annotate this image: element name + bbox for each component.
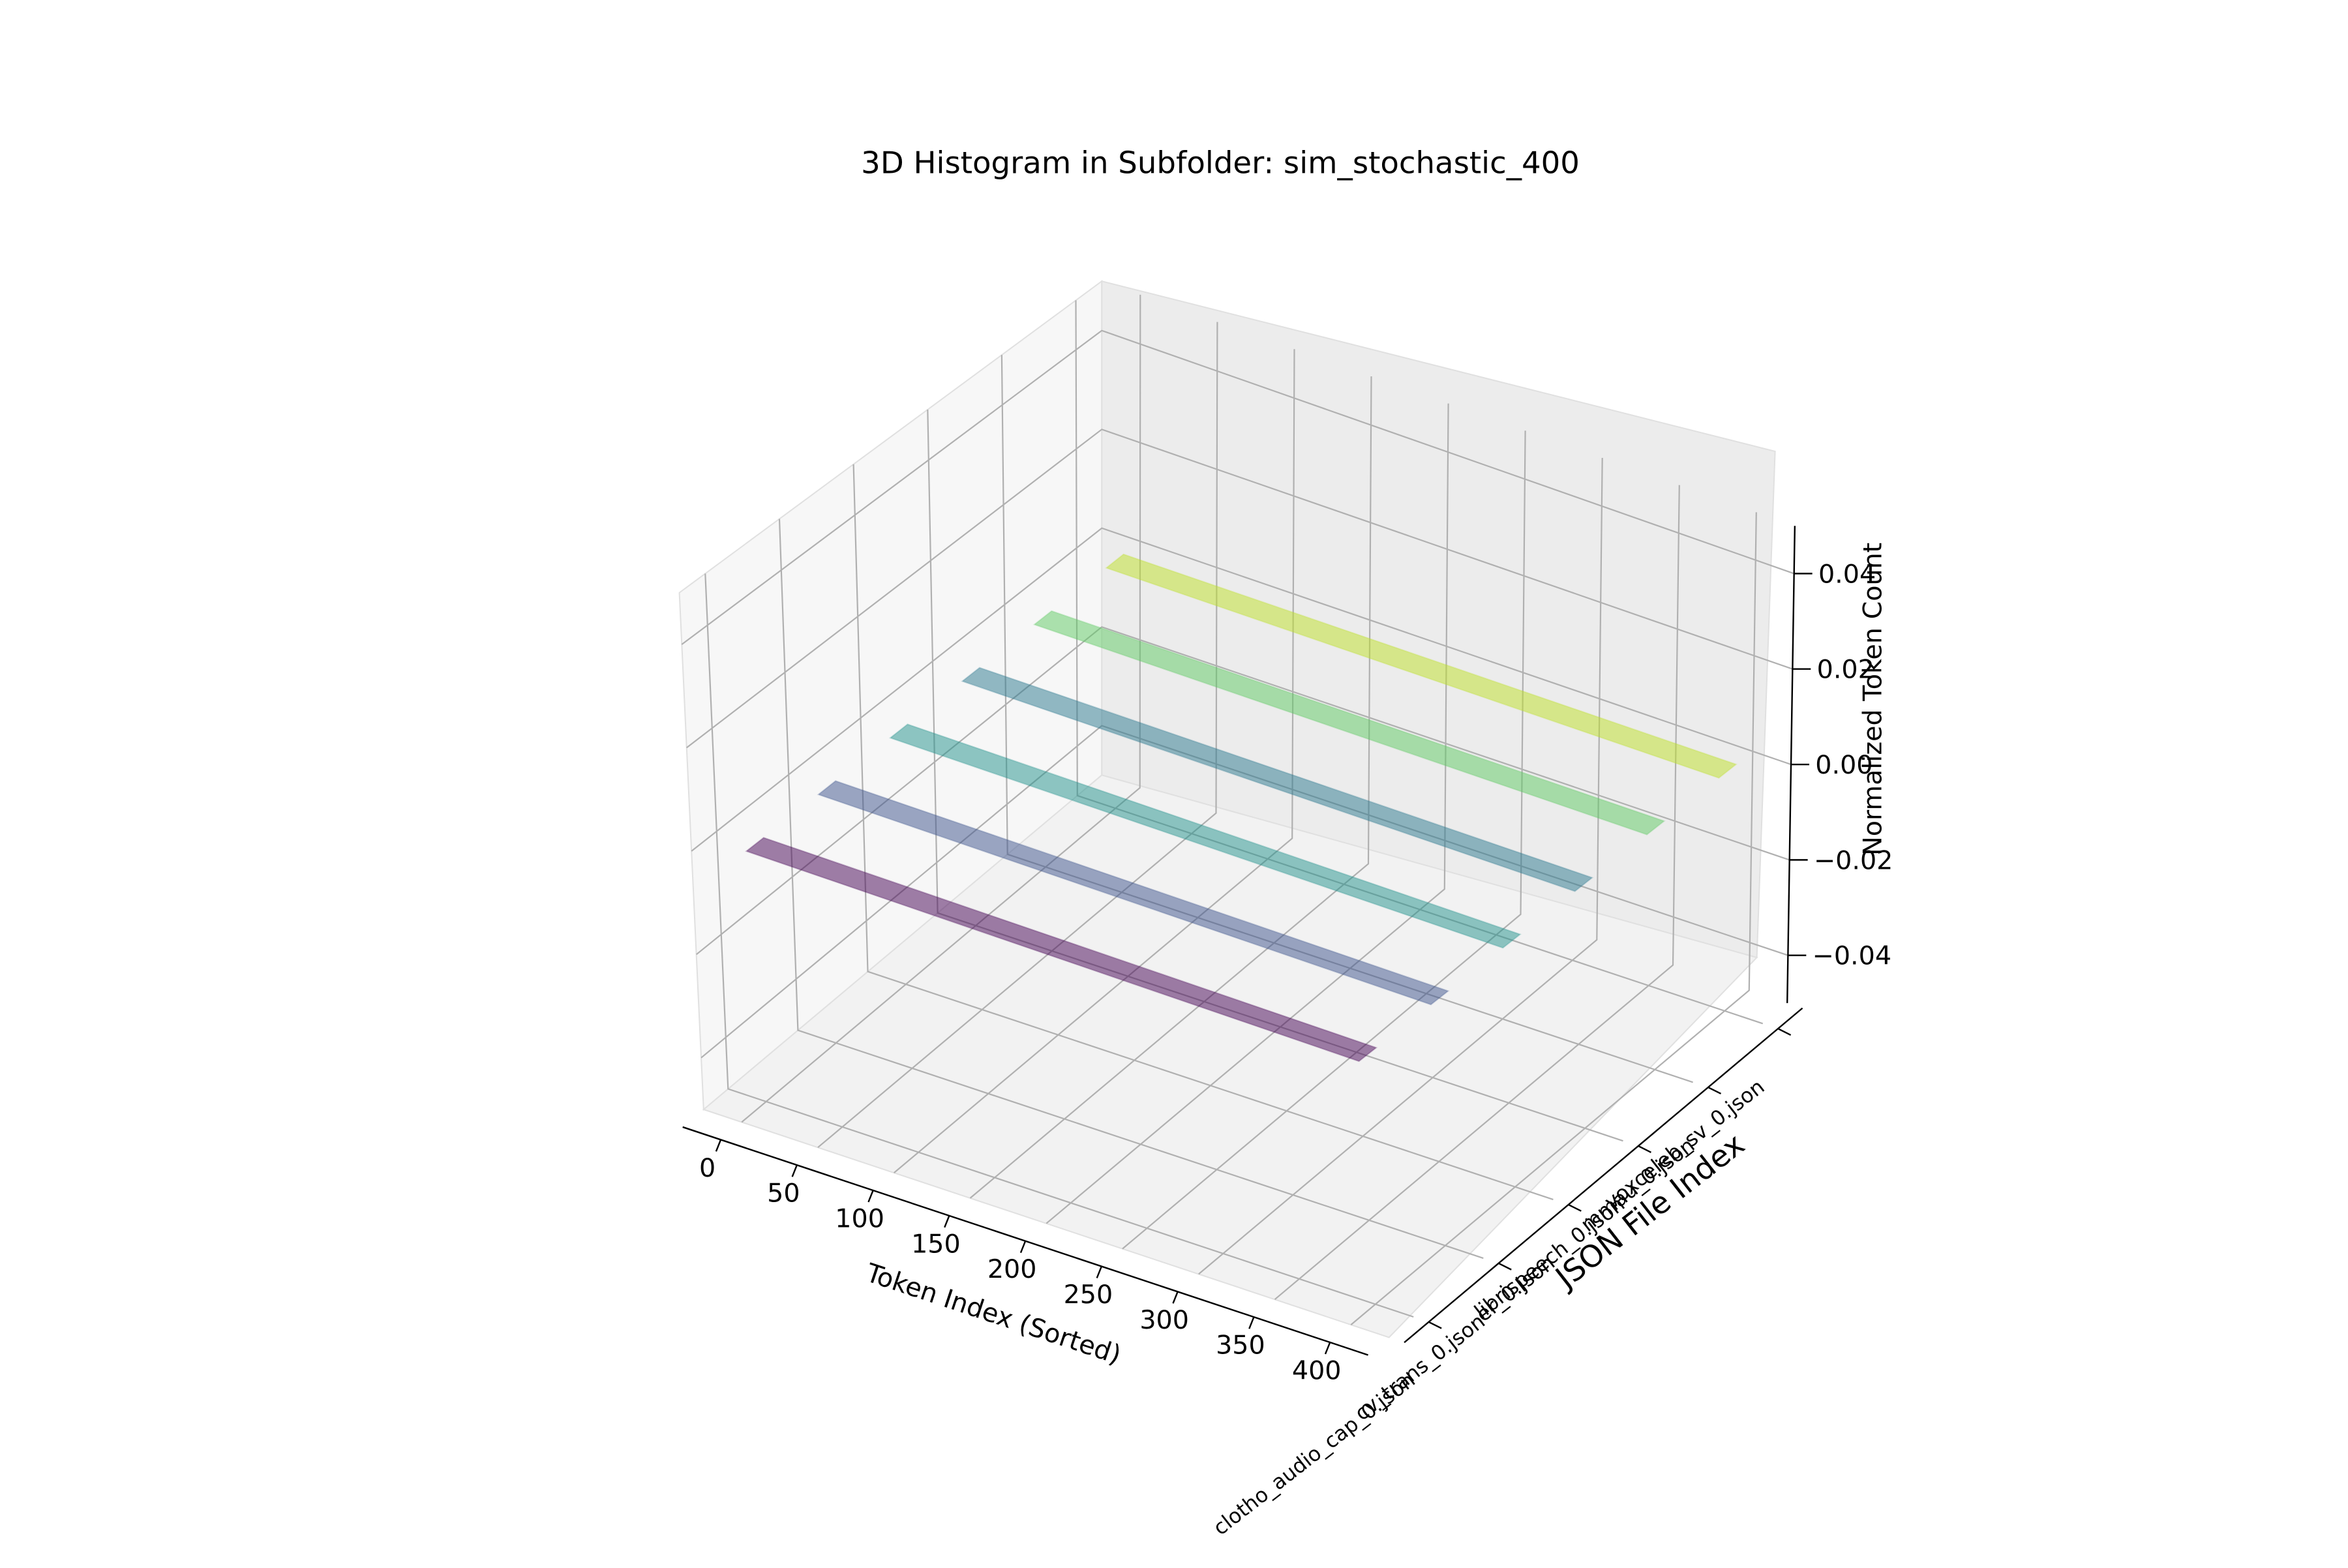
- x-tick-label: 250: [1064, 1280, 1113, 1310]
- x-gridline: [741, 294, 1141, 1123]
- x-gridline: [1350, 512, 1757, 1325]
- bar-cv-trans-0-json: [817, 780, 1450, 1006]
- x-gridline: [1274, 485, 1680, 1301]
- z-tick-label: −0.04: [1813, 941, 1891, 971]
- x-tick-label: 150: [911, 1229, 961, 1259]
- x-tick-label: 100: [835, 1203, 884, 1233]
- x-tick-label: 50: [767, 1179, 800, 1209]
- x-tick: [1019, 1241, 1027, 1254]
- x-tick-label: 400: [1292, 1355, 1342, 1385]
- x-tick-label: 300: [1139, 1305, 1189, 1335]
- y-gridline: [852, 464, 1554, 1201]
- x-gridline: [817, 322, 1218, 1149]
- bar-voxceleb-sv-0-json: [1105, 553, 1738, 779]
- y-tick: [1638, 1145, 1651, 1153]
- x-gridline: [969, 376, 1372, 1199]
- bars: [745, 553, 1738, 1063]
- z-tick-label: 0.04: [1818, 559, 1876, 589]
- x-gridline: [1198, 457, 1603, 1275]
- x-tick: [1172, 1291, 1179, 1304]
- x-gridline: [893, 349, 1295, 1173]
- x-tick-label: 200: [987, 1254, 1037, 1284]
- x-gridline: [1122, 430, 1526, 1250]
- y-gridline: [778, 519, 1484, 1259]
- z-gridline: [696, 626, 1790, 956]
- y-axis-line: [1404, 1007, 1803, 1344]
- bar-mmau-0-json: [1032, 610, 1666, 836]
- y-tick: [1428, 1321, 1442, 1329]
- x-tick: [944, 1215, 950, 1228]
- z-tick-label: 0.02: [1817, 655, 1874, 685]
- z-gridline: [686, 429, 1793, 749]
- x-tick: [867, 1190, 874, 1203]
- y-tick: [1568, 1203, 1582, 1212]
- z-gridline: [681, 329, 1795, 645]
- bar-er-0-json: [888, 723, 1522, 949]
- y-tick: [1498, 1262, 1512, 1271]
- chart-title: 3D Histogram in Subfolder: sim_stochasti…: [861, 145, 1580, 181]
- bar-librispeech-0-json: [961, 667, 1594, 892]
- z-gridline: [691, 527, 1792, 852]
- x-tick: [1324, 1342, 1331, 1355]
- x-tick: [1248, 1316, 1255, 1329]
- y-tick: [1777, 1028, 1792, 1036]
- back-pane: [1101, 280, 1776, 959]
- x-tick: [1096, 1266, 1103, 1278]
- x-tick: [791, 1164, 798, 1177]
- z-axis-label: Normalized Token Count: [1858, 543, 1888, 856]
- x-tick-label: 0: [699, 1153, 715, 1183]
- z-tick-label: −0.02: [1814, 845, 1893, 875]
- bar-clotho-audio-cap-0-json: [745, 837, 1378, 1063]
- y-tick: [1708, 1086, 1722, 1094]
- z-tick-label: 0.00: [1815, 750, 1873, 780]
- x-gridline: [1046, 403, 1449, 1224]
- axes: [682, 526, 1813, 1356]
- x-tick: [715, 1139, 722, 1152]
- y-gridline: [704, 573, 1414, 1318]
- x-tick-label: 350: [1216, 1331, 1265, 1361]
